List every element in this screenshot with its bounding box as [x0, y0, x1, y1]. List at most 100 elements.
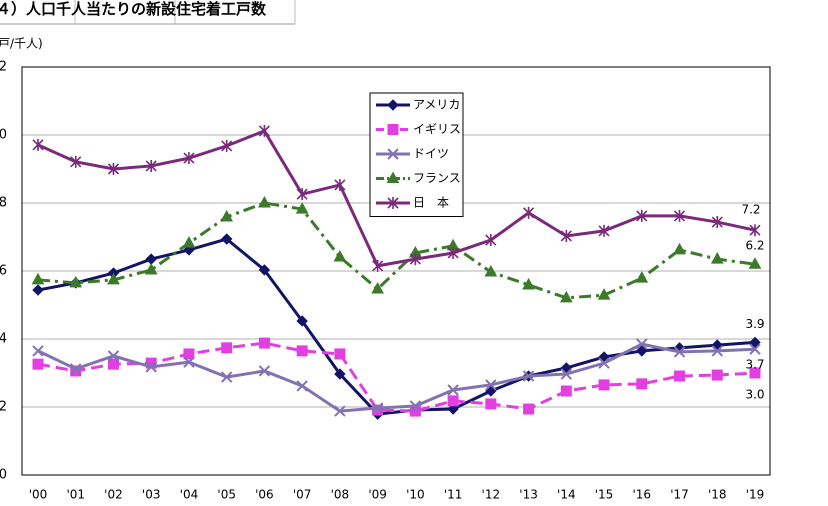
series-line	[37, 342, 756, 413]
data-point	[144, 262, 158, 275]
data-point	[31, 272, 45, 285]
data-point	[183, 348, 195, 360]
data-point	[636, 209, 648, 222]
data-point	[145, 361, 157, 373]
x-tick-label: '00	[29, 488, 48, 502]
x-tick-label: '19	[746, 488, 765, 502]
data-point	[107, 350, 120, 362]
data-point	[674, 370, 686, 382]
data-point	[447, 403, 459, 415]
x-tick-label: '13	[519, 488, 538, 502]
x-tick-label: '17	[670, 488, 689, 502]
data-point	[711, 369, 723, 381]
data-point	[371, 402, 384, 414]
legend-label: アメリカ	[413, 98, 460, 112]
data-point	[296, 188, 308, 201]
data-point	[673, 242, 686, 255]
legend-label: ドイツ	[413, 147, 449, 161]
data-point	[372, 259, 384, 272]
data-point	[107, 358, 119, 370]
data-point	[32, 284, 44, 296]
x-tick-label: '15	[595, 488, 614, 502]
data-label: 7.2	[741, 203, 760, 217]
x-tick-label: '10	[406, 488, 425, 502]
data-point	[636, 345, 648, 357]
data-point	[636, 378, 648, 390]
legend-marker	[386, 171, 400, 183]
y-tick-label: 0	[0, 468, 7, 483]
series-line	[37, 129, 756, 268]
x-tick-label: '03	[142, 488, 161, 502]
data-label: 3.0	[745, 388, 764, 402]
data-point	[295, 202, 309, 214]
y-tick-label: 12	[0, 60, 7, 75]
data-point	[334, 348, 346, 360]
data-point	[70, 155, 82, 168]
x-tick-label: '05	[217, 488, 236, 502]
series-line	[37, 201, 756, 300]
data-point	[749, 343, 761, 355]
legend-label: イギリス	[413, 122, 461, 136]
data-point	[70, 365, 82, 377]
data-point	[598, 357, 610, 369]
data-point	[409, 400, 422, 412]
data-point	[32, 138, 44, 151]
data-point	[221, 139, 233, 152]
chart-title: ４）人口千人当たりの新設住宅着工戸数	[0, 0, 267, 18]
data-point	[749, 367, 761, 379]
x-tick-label: '07	[293, 488, 312, 502]
data-point	[523, 403, 535, 415]
data-point	[145, 159, 157, 172]
data-point	[333, 250, 347, 262]
data-point	[711, 216, 723, 229]
legend-marker	[387, 124, 399, 135]
data-point	[32, 345, 44, 357]
data-point	[409, 253, 421, 266]
data-point	[220, 371, 233, 383]
x-tick-label: '14	[557, 488, 576, 502]
x-tick-label: '18	[708, 488, 727, 502]
data-point	[296, 345, 308, 357]
data-point	[522, 370, 535, 382]
data-point	[673, 346, 686, 358]
data-point	[560, 368, 573, 380]
data-point	[560, 385, 572, 397]
data-point	[220, 233, 233, 245]
data-point	[107, 272, 120, 285]
data-point	[522, 277, 535, 290]
y-tick-label: 8	[0, 196, 7, 211]
data-point	[371, 281, 384, 294]
y-tick-label: 10	[0, 128, 7, 143]
legend-label: 日 本	[413, 196, 449, 210]
legend-label: フランス	[413, 171, 461, 185]
data-point	[145, 253, 157, 265]
data-label: 6.2	[745, 239, 764, 253]
data-point	[372, 404, 384, 416]
data-point	[560, 229, 572, 242]
data-point	[749, 224, 761, 237]
data-point	[334, 405, 346, 417]
data-point	[70, 363, 82, 375]
y-axis-label: 戸/千人)	[0, 37, 43, 51]
data-point	[447, 384, 459, 396]
data-point	[447, 395, 459, 407]
x-tick-label: '01	[66, 488, 85, 502]
data-point	[636, 338, 648, 350]
x-tick-label: '11	[444, 488, 463, 502]
data-point	[258, 195, 271, 208]
data-point	[673, 209, 686, 222]
x-tick-label: '16	[633, 488, 652, 502]
data-point	[523, 206, 535, 219]
data-point	[258, 337, 270, 349]
y-tick-label: 4	[0, 332, 7, 347]
x-tick-label: '09	[368, 488, 387, 502]
data-point	[220, 209, 234, 222]
data-point	[635, 271, 649, 283]
y-tick-label: 6	[0, 264, 7, 279]
data-point	[447, 246, 459, 259]
plot-frame	[21, 66, 771, 476]
data-point	[258, 365, 271, 377]
data-point	[296, 380, 308, 392]
x-tick-label: '02	[104, 488, 123, 502]
